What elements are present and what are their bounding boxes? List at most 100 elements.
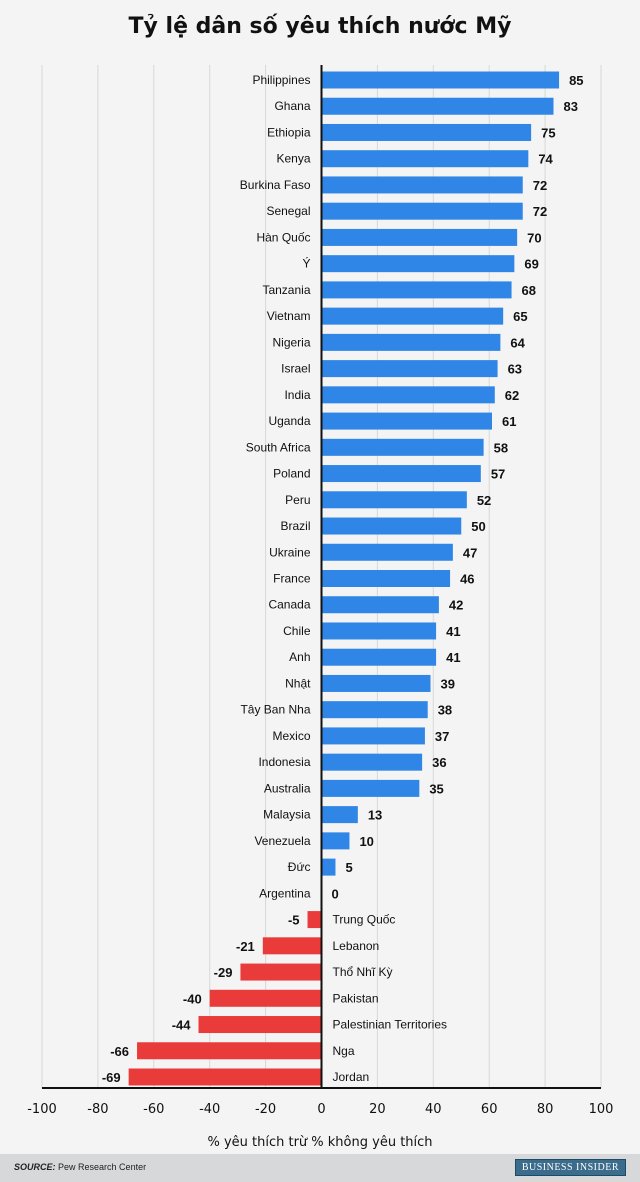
bar — [321, 570, 451, 587]
bar — [321, 832, 350, 850]
category-label: Nhật — [285, 676, 311, 690]
source-label: SOURCE: — [14, 1162, 56, 1172]
footer: SOURCE: Pew Research Center BUSINESS INS… — [0, 1154, 640, 1182]
value-label: 69 — [524, 257, 538, 272]
x-tick-label: 80 — [537, 1102, 554, 1117]
business-insider-logo: BUSINESS INSIDER — [514, 1159, 626, 1176]
category-label: Vietnam — [267, 309, 311, 323]
category-label: Malaysia — [263, 808, 311, 822]
value-label: 72 — [533, 178, 547, 193]
category-label: Brazil — [280, 519, 310, 533]
value-label: 39 — [441, 676, 455, 691]
value-label: 72 — [533, 204, 547, 219]
category-label: Indonesia — [258, 755, 310, 769]
value-label: 41 — [446, 624, 460, 639]
bar — [321, 465, 481, 483]
bar — [321, 491, 467, 509]
value-label: 68 — [522, 283, 536, 298]
category-label: France — [273, 572, 311, 586]
value-label: 13 — [368, 808, 382, 823]
value-label: -5 — [288, 913, 300, 928]
source-note: SOURCE: Pew Research Center — [14, 1162, 146, 1172]
x-tick-label: -80 — [87, 1102, 108, 1117]
value-label: -40 — [183, 991, 202, 1006]
value-label: 5 — [345, 860, 352, 875]
bar — [321, 97, 554, 115]
category-label: Pakistan — [333, 991, 379, 1005]
bar — [321, 307, 504, 325]
category-label: Nga — [333, 1044, 355, 1058]
bar — [321, 412, 492, 430]
bar — [209, 989, 322, 1007]
category-label: Israel — [281, 362, 310, 376]
value-label: -29 — [214, 965, 233, 980]
bar — [321, 228, 518, 246]
value-label: 74 — [538, 152, 553, 167]
bar — [321, 386, 495, 404]
category-label: Senegal — [266, 204, 310, 218]
value-label: 41 — [446, 650, 460, 665]
value-label: 65 — [513, 309, 527, 324]
category-label: Kenya — [276, 152, 310, 166]
bar — [321, 753, 423, 771]
category-label: Tây Ban Nha — [240, 703, 310, 717]
category-label: Hàn Quốc — [256, 230, 310, 244]
value-label: 10 — [359, 834, 373, 849]
value-label: 46 — [460, 572, 474, 587]
value-label: 57 — [491, 467, 505, 482]
x-tick-label: -100 — [27, 1102, 57, 1117]
value-label: 85 — [569, 73, 583, 88]
category-label: Ý — [302, 256, 310, 271]
category-label: Thổ Nhĩ Kỳ — [333, 965, 393, 979]
bar — [240, 963, 322, 981]
category-label: Trung Quốc — [333, 913, 396, 927]
category-label: Australia — [264, 781, 311, 795]
category-label: Ethiopia — [267, 125, 311, 139]
category-label: Tanzania — [262, 283, 310, 297]
value-label: 38 — [438, 703, 452, 718]
bar — [198, 1016, 322, 1034]
category-label: Anh — [289, 650, 310, 664]
value-label: 50 — [471, 519, 485, 534]
bar — [128, 1068, 322, 1086]
x-tick-label: -40 — [199, 1102, 220, 1117]
bar — [321, 648, 437, 666]
value-label: 63 — [508, 362, 522, 377]
value-label: 35 — [429, 781, 443, 796]
x-tick-label: 0 — [317, 1102, 325, 1117]
value-label: 64 — [510, 335, 525, 350]
x-tick-label: 60 — [481, 1102, 498, 1117]
category-label: Jordan — [333, 1070, 370, 1084]
bar — [137, 1042, 322, 1060]
source-text: Pew Research Center — [58, 1162, 147, 1172]
bar — [321, 806, 358, 824]
category-label: Đức — [288, 860, 311, 874]
category-label: Nigeria — [272, 335, 310, 349]
category-label: Philippines — [252, 73, 310, 87]
bar — [321, 71, 560, 89]
bar — [321, 517, 462, 535]
category-label: Ghana — [274, 99, 310, 113]
bar — [321, 281, 512, 299]
value-label: -44 — [172, 1018, 192, 1033]
bar — [321, 543, 453, 561]
bar — [321, 176, 523, 194]
x-axis-label: % yêu thích trừ % không yêu thích — [207, 1135, 433, 1150]
value-label: -66 — [110, 1044, 129, 1059]
value-label: 47 — [463, 545, 477, 560]
category-label: Canada — [268, 598, 310, 612]
bar — [321, 202, 523, 220]
bar — [321, 333, 501, 351]
bar — [262, 937, 322, 955]
category-label: India — [284, 388, 310, 402]
category-label: Chile — [283, 624, 311, 638]
bar — [321, 858, 336, 876]
category-label: Lebanon — [333, 939, 380, 953]
x-tick-label: -20 — [255, 1102, 276, 1117]
category-label: Peru — [285, 493, 310, 507]
x-tick-label: -60 — [143, 1102, 164, 1117]
category-label: Burkina Faso — [240, 178, 311, 192]
bar — [321, 779, 420, 797]
bar — [321, 123, 532, 141]
